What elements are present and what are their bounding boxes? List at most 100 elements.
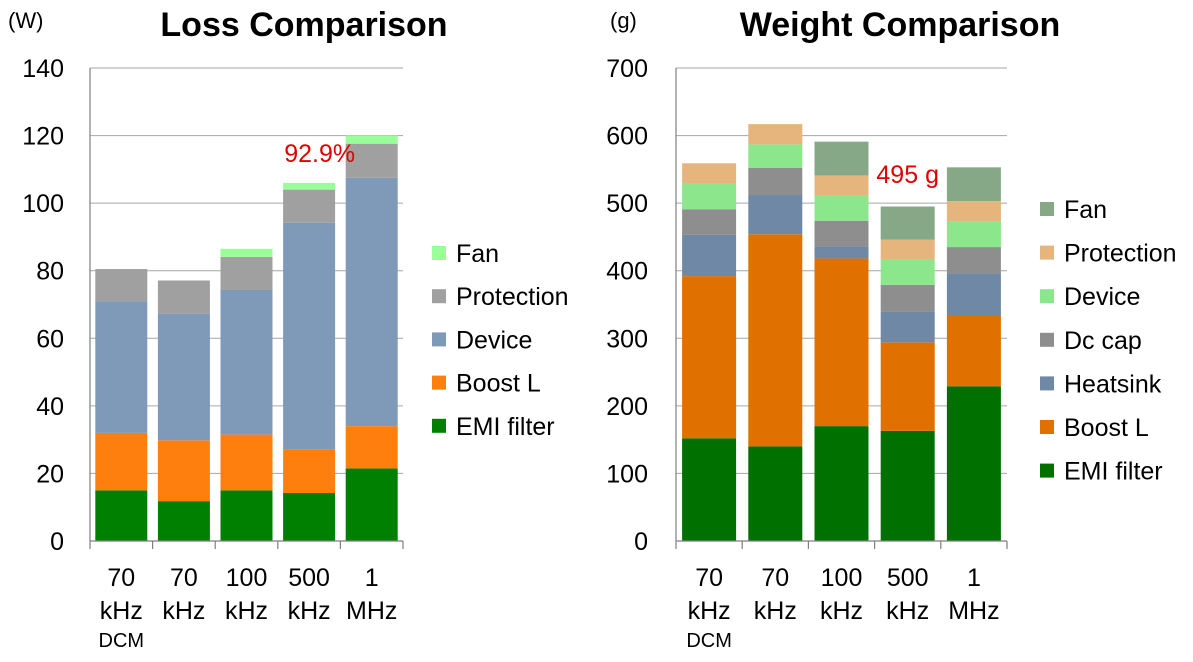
y-tick-label: 700 — [606, 55, 648, 83]
bar-segment-protection — [345, 143, 398, 178]
y-tick-label: 600 — [606, 123, 648, 151]
y-tick-label: 40 — [36, 393, 64, 421]
bar-segment-dc-cap — [880, 284, 935, 312]
bar-segment-device — [345, 177, 398, 427]
bar-segment-protection — [880, 239, 935, 260]
bar-segment-device — [283, 222, 336, 450]
bar-segment-heatsink — [880, 311, 935, 343]
bar-segment-device — [220, 289, 273, 435]
legend-label: Protection — [1064, 240, 1177, 268]
legend-label: Protection — [456, 283, 569, 311]
bar-segment-emi-filter — [283, 493, 336, 541]
bar-segment-device — [880, 259, 935, 285]
bar-segment-boost-l — [946, 315, 1001, 387]
bar-segment-device — [682, 183, 737, 210]
bar-segment-protection — [95, 269, 148, 302]
bar-segment-emi-filter — [880, 430, 935, 541]
bar-segment-emi-filter — [345, 468, 398, 541]
bar-segment-protection — [946, 201, 1001, 222]
bar-segment-dc-cap — [682, 209, 737, 235]
x-category-label: 70 — [107, 564, 135, 592]
bar-segment-heatsink — [682, 234, 737, 277]
bar-segment-heatsink — [748, 195, 803, 235]
bar-segment-emi-filter — [814, 426, 869, 541]
loss-chart-title: Loss Comparison — [160, 6, 447, 44]
x-category-label: kHz — [288, 597, 331, 625]
y-tick-label: 400 — [606, 258, 648, 286]
legend-label: EMI filter — [1064, 458, 1163, 486]
highlight-annotation: 92.9% — [284, 140, 355, 168]
legend-swatch — [432, 246, 446, 260]
bar-segment-device — [748, 144, 803, 169]
legend-label: EMI filter — [456, 413, 555, 441]
x-category-label: kHz — [754, 597, 797, 625]
bar-segment-fan — [345, 135, 398, 144]
bar-segment-fan — [220, 248, 273, 257]
legend-swatch — [432, 375, 446, 390]
bar-segment-dc-cap — [946, 247, 1001, 274]
legend-label: Boost L — [1064, 414, 1149, 442]
loss-comparison-chart: (W) Loss Comparison 0 20 40 60 80 100 120 140 70… — [8, 6, 569, 652]
legend-swatch — [1040, 376, 1054, 391]
bar-segment-protection — [283, 189, 336, 223]
bar-segment-emi-filter — [946, 386, 1001, 541]
legend-label: Dc cap — [1064, 327, 1142, 355]
weight-chart-title: Weight Comparison — [740, 6, 1061, 44]
x-category-label: 500 — [288, 564, 330, 592]
weight-comparison-chart: (g) Weight Comparison 0 100 200 300 400 500 60… — [606, 6, 1176, 652]
bar-segment-emi-filter — [748, 446, 803, 541]
bar-segment-protection — [682, 163, 737, 184]
legend-label: Heatsink — [1064, 370, 1162, 398]
x-category-label: kHz — [820, 597, 863, 625]
x-category-label: 70 — [695, 564, 723, 592]
y-tick-label: 200 — [606, 393, 648, 421]
bar-segment-emi-filter — [220, 490, 273, 541]
legend-swatch — [1040, 463, 1054, 478]
bar-segment-boost-l — [880, 342, 935, 431]
y-tick-label: 60 — [36, 325, 64, 353]
x-category-label: kHz — [100, 597, 143, 625]
bar-segment-heatsink — [946, 273, 1001, 316]
dcm-sub-label: DCM — [686, 630, 732, 652]
bar-segment-fan — [880, 206, 935, 240]
legend-swatch — [432, 332, 446, 347]
x-category-label: 1 — [365, 564, 379, 592]
x-category-label: kHz — [162, 597, 205, 625]
bar-segment-boost-l — [682, 276, 737, 439]
y-tick-label: 20 — [36, 460, 64, 488]
bar-segment-fan — [814, 141, 869, 176]
bar-segment-fan — [283, 182, 336, 190]
bar-segment-boost-l — [814, 258, 869, 427]
bar-segment-device — [946, 221, 1001, 248]
legend-label: Fan — [1064, 196, 1107, 224]
y-tick-label: 100 — [606, 460, 648, 488]
y-tick-label: 120 — [22, 123, 64, 151]
x-category-label: 500 — [887, 564, 929, 592]
bar-segment-boost-l — [95, 432, 148, 491]
legend-label: Device — [1064, 283, 1140, 311]
x-category-label: 100 — [821, 564, 863, 592]
y-tick-label: 80 — [36, 258, 64, 286]
bar-segment-device — [157, 313, 210, 441]
legend-swatch — [432, 418, 446, 433]
legend-swatch — [1040, 332, 1054, 347]
x-category-label: MHz — [948, 597, 999, 625]
legend-swatch — [1040, 420, 1054, 434]
weight-unit-label: (g) — [610, 8, 637, 33]
x-category-label: kHz — [225, 597, 268, 625]
bar-segment-dc-cap — [814, 220, 869, 247]
bar-segment-boost-l — [345, 426, 398, 469]
dcm-sub-label: DCM — [99, 630, 145, 652]
legend-swatch — [1040, 289, 1054, 304]
legend-label: Fan — [456, 240, 499, 268]
legend-label: Device — [456, 326, 532, 354]
legend-swatch — [1040, 202, 1054, 216]
bar-segment-fan — [946, 167, 1001, 202]
x-category-label: 70 — [170, 564, 198, 592]
x-category-label: 100 — [226, 564, 268, 592]
y-tick-label: 500 — [606, 190, 648, 218]
legend-swatch — [1040, 245, 1054, 260]
bar-segment-boost-l — [220, 434, 273, 491]
bar-segment-protection — [814, 175, 869, 196]
